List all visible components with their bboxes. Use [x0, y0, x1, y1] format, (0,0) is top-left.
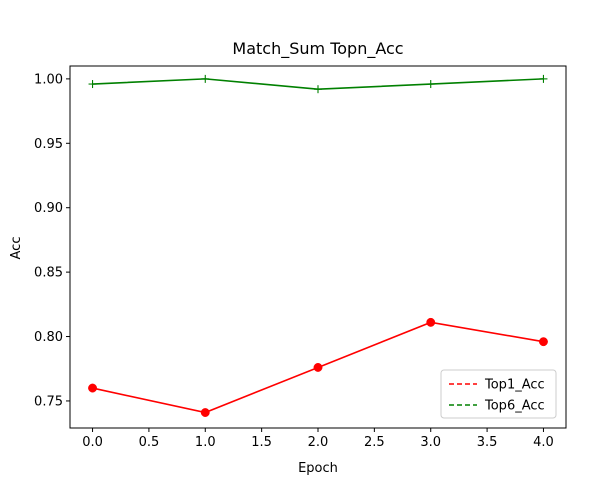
- y-tick-label: 0.90: [34, 201, 63, 216]
- x-tick-label: 2.5: [364, 435, 385, 450]
- y-tick-label: 0.85: [34, 266, 63, 281]
- legend: Top1_Acc Top6_Acc: [440, 369, 557, 419]
- x-tick-label: 2.0: [308, 435, 329, 450]
- x-tick-label: 4.0: [533, 435, 554, 450]
- data-point: [426, 80, 435, 89]
- y-tick-label: 0.95: [34, 137, 63, 152]
- chart-title: Match_Sum Topn_Acc: [232, 39, 403, 59]
- data-point: [539, 74, 548, 83]
- x-axis-title: Epoch: [298, 461, 338, 476]
- data-point: [200, 408, 210, 417]
- y-tick-label: 0.80: [34, 330, 63, 345]
- x-tick-label: 3.0: [420, 435, 441, 450]
- data-point: [313, 363, 323, 372]
- legend-label: Top1_Acc: [484, 378, 545, 393]
- x-tick-label: 1.0: [195, 435, 216, 450]
- x-tick-label: 3.5: [477, 435, 498, 450]
- plot-area: 0.0 0.5 1.0 1.5 2.0 2.5 3.0 3.5 4.0 0.75 0.80 0.85 0…: [34, 65, 567, 450]
- legend-label: Top6_Acc: [484, 399, 545, 414]
- data-point: [88, 80, 97, 89]
- data-point: [88, 383, 97, 393]
- data-point: [539, 337, 548, 347]
- data-point: [426, 317, 436, 327]
- legend-box: [440, 369, 557, 419]
- data-point: [314, 85, 322, 94]
- x-tick-label: 1.5: [251, 435, 272, 450]
- y-axis-title: Acc: [9, 237, 24, 260]
- y-tick-label: 0.75: [34, 394, 63, 409]
- x-tick-label: 0.0: [82, 435, 103, 450]
- data-point: [201, 74, 210, 83]
- y-tick-label: 1.00: [34, 72, 63, 87]
- x-tick-label: 0.5: [139, 435, 160, 450]
